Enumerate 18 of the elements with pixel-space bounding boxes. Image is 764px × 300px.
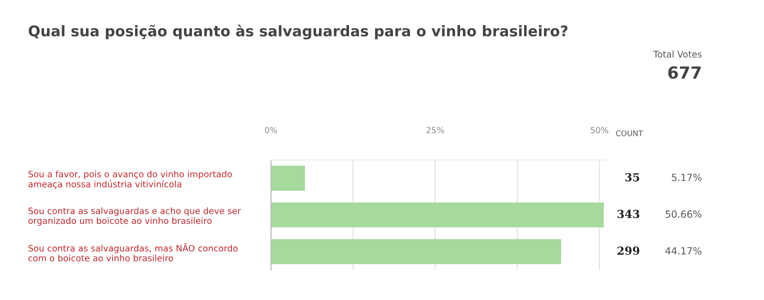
x-tick-label: 25% <box>426 126 444 134</box>
data-label: 5.17% <box>672 174 702 182</box>
text: 299 <box>618 246 640 255</box>
x-tick-label: 0% <box>264 126 278 134</box>
data-label: 44.17% <box>665 247 702 254</box>
y-tick-label: Sou a favor, pois o avanço do vinho importado ameaça nossa indústria vitivinícola <box>28 170 232 189</box>
data-label: 50.66% <box>666 210 702 218</box>
text: 677 <box>668 66 701 79</box>
bar <box>271 202 604 228</box>
text: 35 <box>625 173 640 182</box>
y-tick-label: Sou contra as salvaguardas, mas NÃO concordo com o boicote ao vinho brasileiro <box>28 243 238 262</box>
chart-title: Qual sua posição quanto às salvaguardas para o vinho brasileiro? <box>28 24 568 40</box>
x-tick-label: 50% <box>590 126 608 134</box>
bar <box>271 166 305 191</box>
bar <box>271 239 562 264</box>
y-tick-label: Sou contra as salvaguardas e acho que deve ser organizado um boicote ao vinho brasileiro <box>28 207 241 226</box>
text: 343 <box>618 210 640 218</box>
text: Total Votes <box>653 50 702 58</box>
